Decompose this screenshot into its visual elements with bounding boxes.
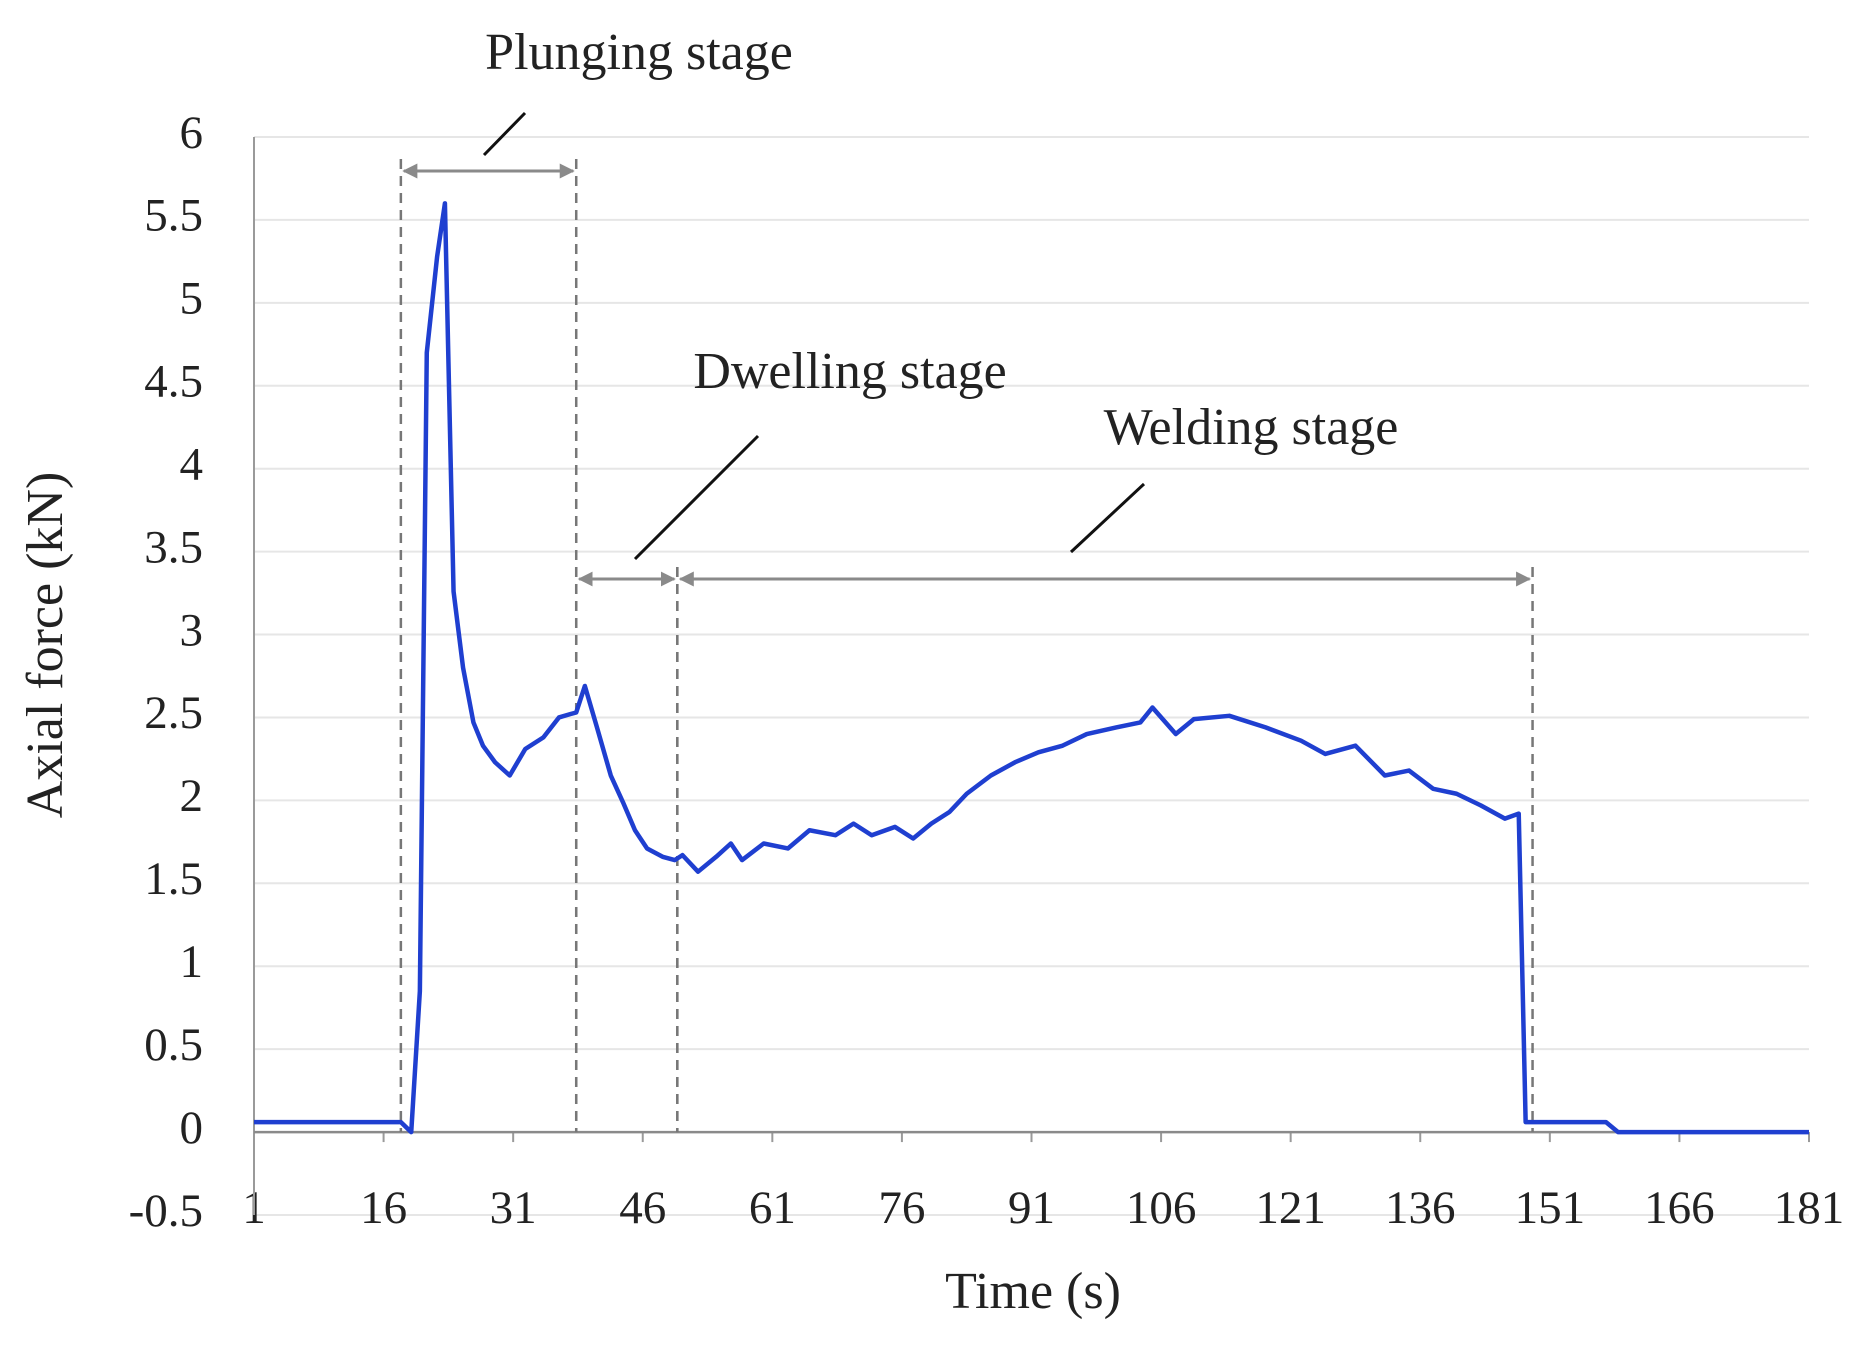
leader-line [482,111,527,157]
x-tick-label: 166 [1644,1182,1715,1234]
x-tick-label: 136 [1385,1182,1456,1234]
x-tick-label: 31 [490,1182,537,1234]
stage-label: Plunging stage [485,24,793,81]
y-tick-label: 4.5 [144,356,203,408]
x-tick-label: 106 [1126,1182,1197,1234]
data-line [254,201,1809,1135]
stage-label: Welding stage [1104,399,1399,456]
x-tick-label: 121 [1255,1182,1326,1234]
x-tick-label: 46 [619,1182,666,1234]
y-tick-label: 3.5 [144,521,203,573]
y-tick-label: 1 [180,936,204,988]
x-tick-label: 91 [1008,1182,1055,1234]
y-axis-title: Axial force (kN) [17,472,74,819]
x-tick-label: 76 [878,1182,925,1234]
y-tick-label: 5.5 [144,190,203,242]
y-tick-label: 3 [180,604,204,656]
leader-line [1069,482,1146,554]
x-axis-title: Time (s) [945,1263,1121,1320]
x-tick-label: 61 [749,1182,796,1234]
stage-label: Dwelling stage [693,343,1006,400]
y-tick-label: 2.5 [144,687,203,739]
leader-line [633,434,760,561]
y-tick-label: 0 [180,1102,204,1154]
x-tick-label: 181 [1774,1182,1845,1234]
x-tick-label: 151 [1515,1182,1586,1234]
y-tick-label: 0.5 [144,1019,203,1071]
y-tick-label: 1.5 [144,853,203,905]
y-tick-label: -0.5 [129,1185,203,1237]
y-tick-label: 6 [180,107,204,159]
y-tick-label: 4 [180,438,204,490]
y-tick-label: 2 [180,770,204,822]
y-tick-label: 5 [180,273,204,325]
x-tick-label: 16 [360,1182,407,1234]
